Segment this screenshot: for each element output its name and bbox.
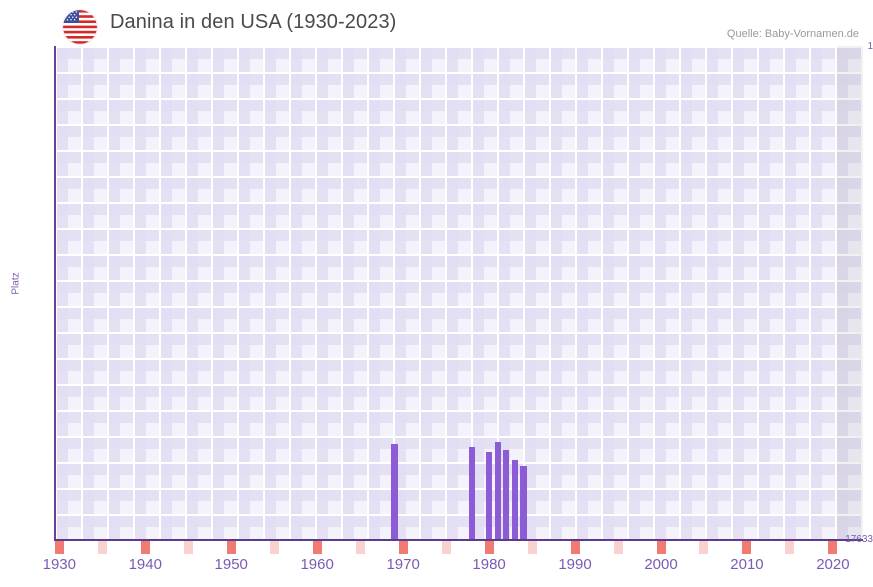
x-axis-line <box>54 539 863 541</box>
x-tick-label-2010: 2010 <box>730 556 764 573</box>
x-tick-label-1960: 1960 <box>300 556 334 573</box>
x-tick-mark-2015 <box>785 541 795 554</box>
y-tick-label-bottom: 17633 <box>845 534 873 545</box>
x-tick-mark-1930 <box>54 541 64 554</box>
x-tick-mark-1995 <box>613 541 623 554</box>
x-tick-label-1930: 1930 <box>42 556 76 573</box>
x-tick-mark-1955 <box>269 541 279 554</box>
x-tick-mark-2005 <box>699 541 709 554</box>
x-tick-mark-1990 <box>570 541 580 554</box>
x-tick-label-1980: 1980 <box>472 556 506 573</box>
x-tick-mark-1960 <box>312 541 322 554</box>
y-axis-line <box>54 46 56 540</box>
chart-header: Danina in den USA (1930-2023) Quelle: Ba… <box>0 0 873 46</box>
x-tick-label-1950: 1950 <box>214 556 248 573</box>
x-tick-mark-1965 <box>355 541 365 554</box>
x-tick-mark-1945 <box>183 541 193 554</box>
bar-1981[interactable] <box>494 441 501 540</box>
x-tick-marks <box>54 541 863 554</box>
x-tick-mark-1980 <box>484 541 494 554</box>
bar-1980[interactable] <box>485 452 493 540</box>
shaded-future-region <box>837 46 863 540</box>
plot-area <box>55 46 863 540</box>
bars-layer <box>55 46 863 540</box>
bar-1978[interactable] <box>468 447 475 540</box>
x-tick-label-1990: 1990 <box>558 556 592 573</box>
x-tick-label-1970: 1970 <box>386 556 420 573</box>
us-flag-icon <box>63 10 97 44</box>
x-tick-mark-1985 <box>527 541 537 554</box>
x-tick-mark-1970 <box>398 541 408 554</box>
bar-1983[interactable] <box>511 460 518 540</box>
x-tick-mark-1950 <box>226 541 236 554</box>
x-tick-mark-1935 <box>97 541 107 554</box>
x-tick-label-2000: 2000 <box>644 556 678 573</box>
y-axis-title: Platz <box>10 272 22 295</box>
bar-1982[interactable] <box>503 450 510 540</box>
x-tick-label-1940: 1940 <box>128 556 162 573</box>
x-tick-mark-1975 <box>441 541 451 554</box>
source-attribution: Quelle: Baby-Vornamen.de <box>726 28 859 40</box>
page-title: Danina in den USA (1930-2023) <box>110 11 397 33</box>
x-tick-mark-2000 <box>656 541 666 554</box>
plot-gridlines <box>55 46 863 540</box>
x-tick-label-2020: 2020 <box>816 556 850 573</box>
x-tick-mark-1940 <box>140 541 150 554</box>
bar-1969[interactable] <box>391 443 398 540</box>
x-tick-mark-2010 <box>742 541 752 554</box>
x-tick-mark-2020 <box>828 541 838 554</box>
y-tick-label-top: 1 <box>867 41 873 52</box>
x-tick-labels: 1930 1940 1950 1960 1970 1980 1990 2000 2010 2020 <box>0 556 873 582</box>
bar-1984[interactable] <box>520 466 527 540</box>
